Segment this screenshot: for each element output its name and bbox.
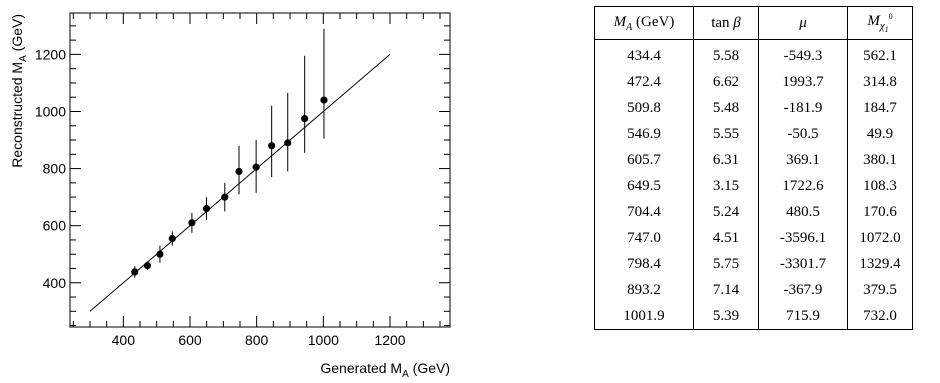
x-axis-label: Generated MA (GeV) [320,360,450,380]
data-point [320,96,328,104]
y-tick-label: 600 [43,218,67,234]
table-cell: 715.9 [758,303,848,330]
table-cell: 434.4 [594,39,694,69]
table-cell: 314.8 [847,69,913,95]
table-cell: 108.3 [847,173,913,199]
data-point [188,219,196,227]
y-tick-label: 1000 [35,103,66,119]
table-row: 472.4 6.62 1993.7 314.8 [594,69,913,95]
table-cell: 6.62 [693,69,759,95]
table-cell: 893.2 [594,277,694,303]
table-row: 747.0 4.51 -3596.1 1072.0 [594,225,913,251]
table-cell: 369.1 [758,147,848,173]
data-point [131,268,139,276]
table-cell: -549.3 [758,39,848,69]
chart-tick-labels: 400 600 800 1000 1200 400 600 800 1000 1200 [35,46,406,348]
parameter-table: MA (GeV) tan β μ Mχ10 434.4 5.58 -549.3 562… [594,6,913,330]
reference-line-layer [89,54,391,312]
table-cell: 380.1 [847,147,913,173]
table-cell: 5.39 [693,303,759,330]
table-cell: -181.9 [758,95,848,121]
table-cell: 1722.6 [758,173,848,199]
table-cell: 7.14 [693,277,759,303]
x-tick-label: 800 [245,332,269,348]
table-cell: -367.9 [758,277,848,303]
x-tick-label: 1000 [308,332,339,348]
table-cell: 605.7 [594,147,694,173]
data-point [143,262,152,270]
table-row: 1001.9 5.39 715.9 732.0 [594,303,913,330]
reference-line [89,54,391,312]
table-cell: 704.4 [594,199,694,225]
table-cell: 1001.9 [594,303,694,330]
data-point [301,115,309,123]
data-point [252,163,260,171]
data-point [235,167,243,176]
y-tick-label: 800 [43,161,67,177]
table-cell: 1993.7 [758,69,848,95]
table-cell: 5.48 [693,95,759,121]
table-cell: 379.5 [847,277,913,303]
table-row: 546.9 5.55 -50.5 49.9 [594,121,913,147]
table-cell: 649.5 [594,173,694,199]
table-cell: 798.4 [594,251,694,277]
table-cell: 472.4 [594,69,694,95]
table-cell: 6.31 [693,147,759,173]
data-point [284,139,292,147]
y-axis-label: Reconstructed MA (GeV) [9,14,29,168]
table-cell: 5.24 [693,199,759,225]
data-point [168,234,176,243]
data-point [202,204,211,213]
table-cell: 3.15 [693,173,759,199]
chart-ticks [70,13,450,327]
header-neutralino-mass: Mχ10 [847,6,913,40]
table-cell: 747.0 [594,225,694,251]
y-tick-label: 1200 [35,46,66,62]
header-ma: MA (GeV) [594,6,694,40]
table-cell: 5.55 [693,121,759,147]
chart-axes [69,12,451,328]
table-row: 605.7 6.31 369.1 380.1 [594,147,913,173]
table-cell: 49.9 [847,121,913,147]
plot-frame [69,12,451,328]
header-mu: μ [758,6,848,40]
header-tanbeta: tan β [693,6,759,40]
y-tick-label: 400 [43,275,67,291]
table-cell: 562.1 [847,39,913,69]
table-row: 434.4 5.58 -549.3 562.1 [594,39,913,69]
table-cell: 732.0 [847,303,913,330]
data-points-layer [131,28,328,278]
table-row: 704.4 5.24 480.5 170.6 [594,199,913,225]
data-point [268,142,276,150]
data-point [156,250,164,258]
mass-reconstruction-chart: 400 600 800 1000 1200 400 600 800 1000 1200 Gener… [9,12,451,380]
table-cell: 5.58 [693,39,759,69]
x-tick-label: 1200 [374,332,405,348]
table-cell: 480.5 [758,199,848,225]
table-cell: -3301.7 [758,251,848,277]
data-point [221,193,229,201]
table-cell: 4.51 [693,225,759,251]
table-body: 434.4 5.58 -549.3 562.1 472.4 6.62 1993.7 314.8… [594,39,913,330]
table-cell: 170.6 [847,199,913,225]
table-cell: 184.7 [847,95,913,121]
table-cell: 1072.0 [847,225,913,251]
table-row: 509.8 5.48 -181.9 184.7 [594,95,913,121]
table-row: 893.2 7.14 -367.9 379.5 [594,277,913,303]
x-tick-label: 600 [178,332,202,348]
table-cell: -3596.1 [758,225,848,251]
table-cell: -50.5 [758,121,848,147]
table-row: 798.4 5.75 -3301.7 1329.4 [594,251,913,277]
table-cell: 509.8 [594,95,694,121]
table-cell: 5.75 [693,251,759,277]
table-header-row: MA (GeV) tan β μ Mχ10 [594,6,913,40]
table-cell: 546.9 [594,121,694,147]
table-cell: 1329.4 [847,251,913,277]
x-tick-label: 400 [112,332,136,348]
table-row: 649.5 3.15 1722.6 108.3 [594,173,913,199]
